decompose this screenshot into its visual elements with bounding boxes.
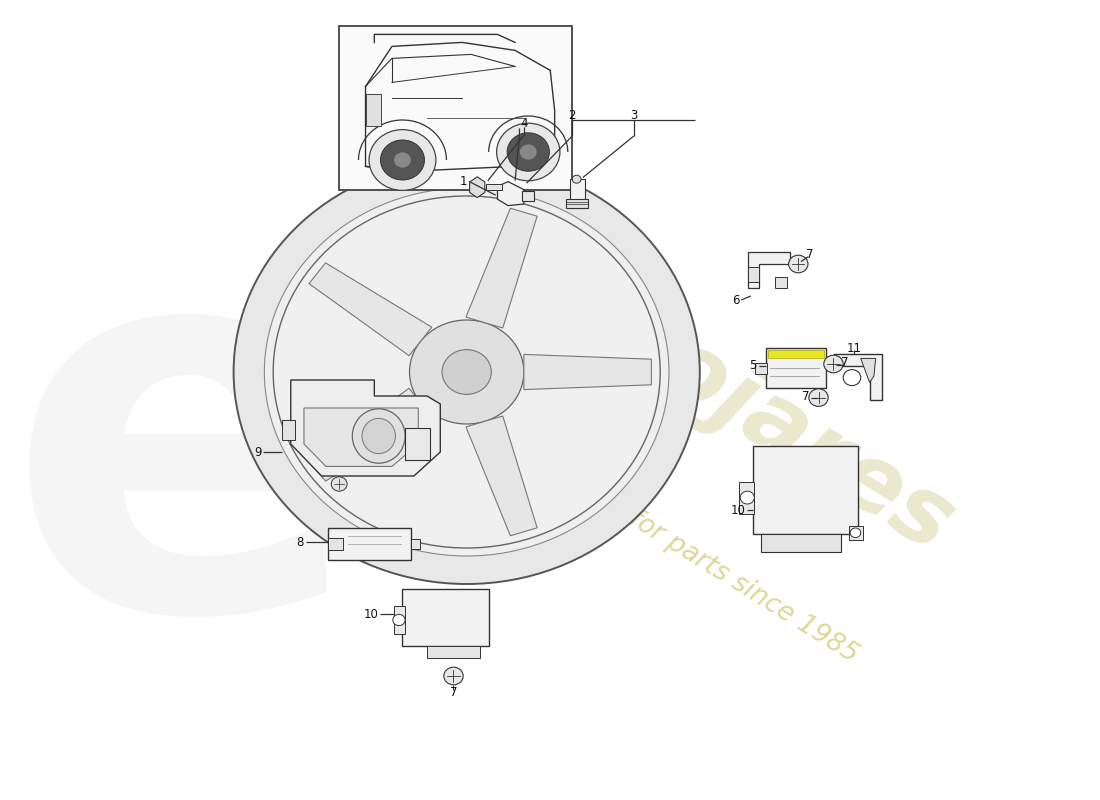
Bar [411,539,420,549]
Polygon shape [309,263,432,356]
Circle shape [572,175,581,183]
Text: a passion for parts since 1985: a passion for parts since 1985 [510,435,862,669]
Circle shape [740,491,755,504]
Text: 11: 11 [846,342,861,354]
Bar [768,350,824,358]
Circle shape [844,370,860,386]
Circle shape [264,188,669,556]
Text: 7: 7 [842,356,849,369]
Polygon shape [748,252,791,288]
Text: 8: 8 [297,536,304,549]
Bar [328,528,411,560]
Circle shape [507,133,549,171]
Circle shape [331,477,348,491]
Circle shape [824,355,844,373]
Circle shape [519,144,537,160]
Circle shape [496,123,560,181]
Text: 6: 6 [732,294,739,306]
Text: 3: 3 [630,109,638,122]
Polygon shape [497,182,524,206]
Polygon shape [290,380,440,476]
Circle shape [393,614,405,626]
Text: e: e [7,208,364,720]
Circle shape [381,140,425,180]
Bar [339,26,572,190]
Bar [748,267,759,282]
Bar [405,428,430,460]
Text: 1: 1 [460,175,467,188]
Bar [570,179,584,208]
Polygon shape [835,354,882,400]
Text: 2: 2 [569,109,576,122]
Text: 5: 5 [749,359,757,372]
Ellipse shape [352,409,405,463]
Text: 4: 4 [520,117,528,130]
Polygon shape [466,416,537,536]
Polygon shape [309,388,432,481]
Polygon shape [470,177,485,198]
Bar [766,348,826,388]
Ellipse shape [362,418,395,454]
Circle shape [409,320,524,424]
Bar [761,534,840,552]
Bar [394,606,405,634]
Circle shape [370,130,436,190]
Bar [427,646,480,658]
Text: eurojares: eurojares [492,226,970,574]
Bar [522,191,535,201]
Circle shape [789,255,808,273]
Text: 10: 10 [730,504,746,517]
Bar [403,589,488,646]
Circle shape [273,196,660,548]
Circle shape [850,528,860,538]
Bar [282,420,295,440]
Circle shape [442,350,492,394]
Polygon shape [860,358,876,382]
Circle shape [443,667,463,685]
Bar [365,94,382,126]
Bar [739,482,755,514]
Bar [486,184,502,190]
Bar [752,446,858,534]
Circle shape [394,152,411,168]
Polygon shape [304,408,418,466]
Bar [566,199,588,208]
Polygon shape [524,354,651,390]
Polygon shape [466,208,537,328]
Text: 7: 7 [802,390,810,402]
Text: 7: 7 [450,686,458,698]
Bar [756,363,767,374]
Circle shape [808,389,828,406]
Text: 9: 9 [254,446,262,458]
Circle shape [233,160,700,584]
Text: 7: 7 [806,248,814,261]
Text: 10: 10 [364,608,378,621]
Bar [328,538,343,550]
Bar [849,526,862,540]
Bar [774,277,786,288]
